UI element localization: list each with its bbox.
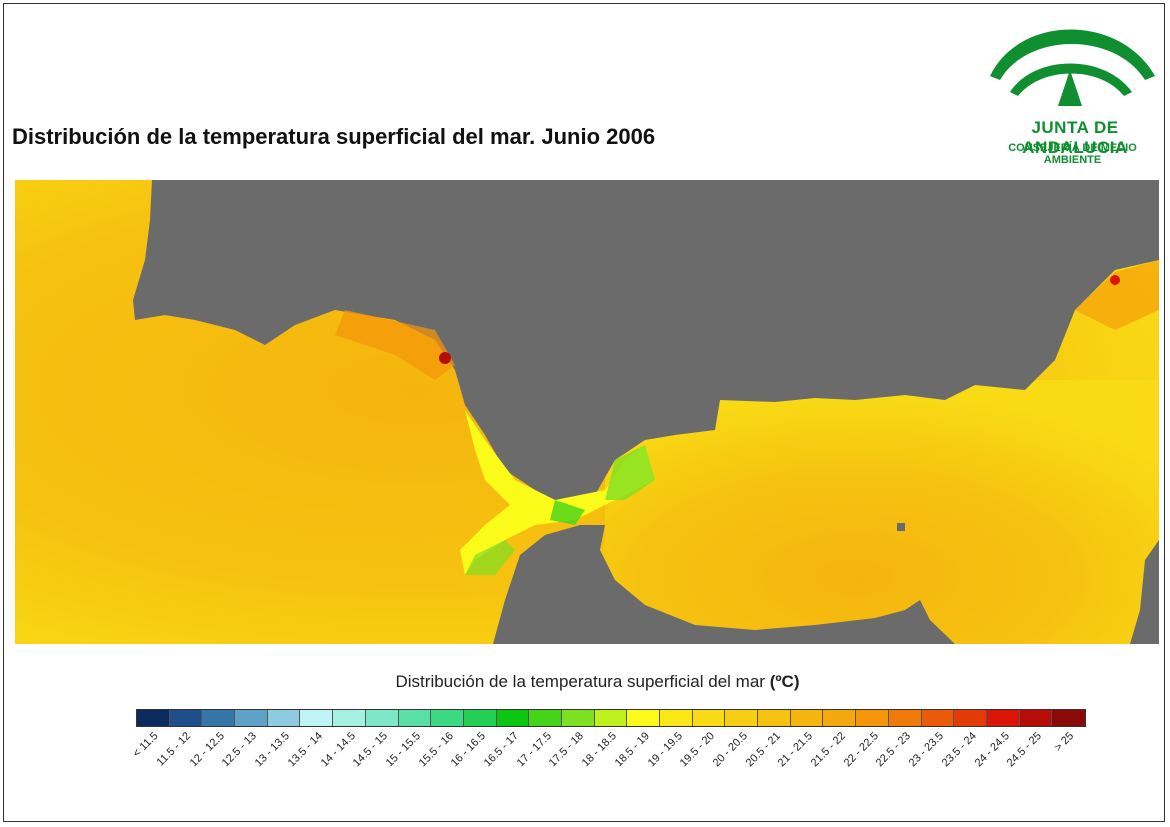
sea-temperature-map xyxy=(15,180,1159,644)
legend-swatch xyxy=(725,710,759,726)
legend-swatch xyxy=(300,710,334,726)
legend-swatch xyxy=(431,710,464,726)
legend-swatch xyxy=(529,710,562,726)
legend-swatch xyxy=(267,710,301,726)
legend-swatch xyxy=(954,710,987,726)
legend-swatch xyxy=(235,710,268,726)
legend-swatch xyxy=(758,710,791,726)
upwelling-patch-north xyxy=(605,445,655,500)
hot-spot-coast xyxy=(439,352,451,364)
legend-swatch xyxy=(823,710,857,726)
legend-swatch xyxy=(660,710,693,726)
legend-swatch xyxy=(463,710,497,726)
legend-unit: (ºC) xyxy=(769,672,800,691)
legend-swatch xyxy=(398,710,432,726)
legend-swatch xyxy=(496,710,530,726)
warm-patch-east xyxy=(1075,260,1159,330)
iberia-land xyxy=(133,180,1159,510)
legend-title-text: Distribución de la temperatura superfici… xyxy=(395,672,765,691)
legend-swatch xyxy=(692,710,726,726)
upwelling-patch-south xyxy=(465,540,515,575)
junta-andalucia-logo-icon xyxy=(990,29,1155,106)
page-frame xyxy=(3,3,1165,822)
legend-color-bar xyxy=(136,709,1086,727)
legend-swatch xyxy=(169,710,203,726)
legend-swatch xyxy=(365,710,399,726)
legend-swatch xyxy=(333,710,366,726)
legend-swatch xyxy=(888,710,922,726)
legend-swatch xyxy=(1052,710,1085,726)
legend-swatch xyxy=(856,710,889,726)
legend-swatch xyxy=(1019,710,1053,726)
legend-swatch xyxy=(627,710,660,726)
hot-spot-east xyxy=(1110,275,1120,285)
logo-name: JUNTA DE ANDALUCIA xyxy=(1022,118,1128,157)
legend-swatch xyxy=(202,710,236,726)
upwelling-patch-strait xyxy=(550,500,585,525)
legend-swatch xyxy=(921,710,955,726)
legend-swatch xyxy=(986,710,1020,726)
legend-swatch xyxy=(790,710,824,726)
logo-subtitle: CONSEJERÍA DE MEDIO AMBIENTE xyxy=(1008,142,1137,166)
island-marker xyxy=(897,523,905,531)
page-title: Distribución de la temperatura superfici… xyxy=(12,124,656,149)
legend-title: Distribución de la temperatura superfici… xyxy=(0,672,1170,692)
cool-strait-water xyxy=(460,410,655,575)
legend-swatch xyxy=(561,710,595,726)
legend-swatch xyxy=(137,710,170,726)
morocco-land xyxy=(493,525,955,644)
legend-swatch xyxy=(594,710,628,726)
morocco-land-east xyxy=(1130,540,1159,644)
warm-patch-alboran xyxy=(335,310,455,380)
